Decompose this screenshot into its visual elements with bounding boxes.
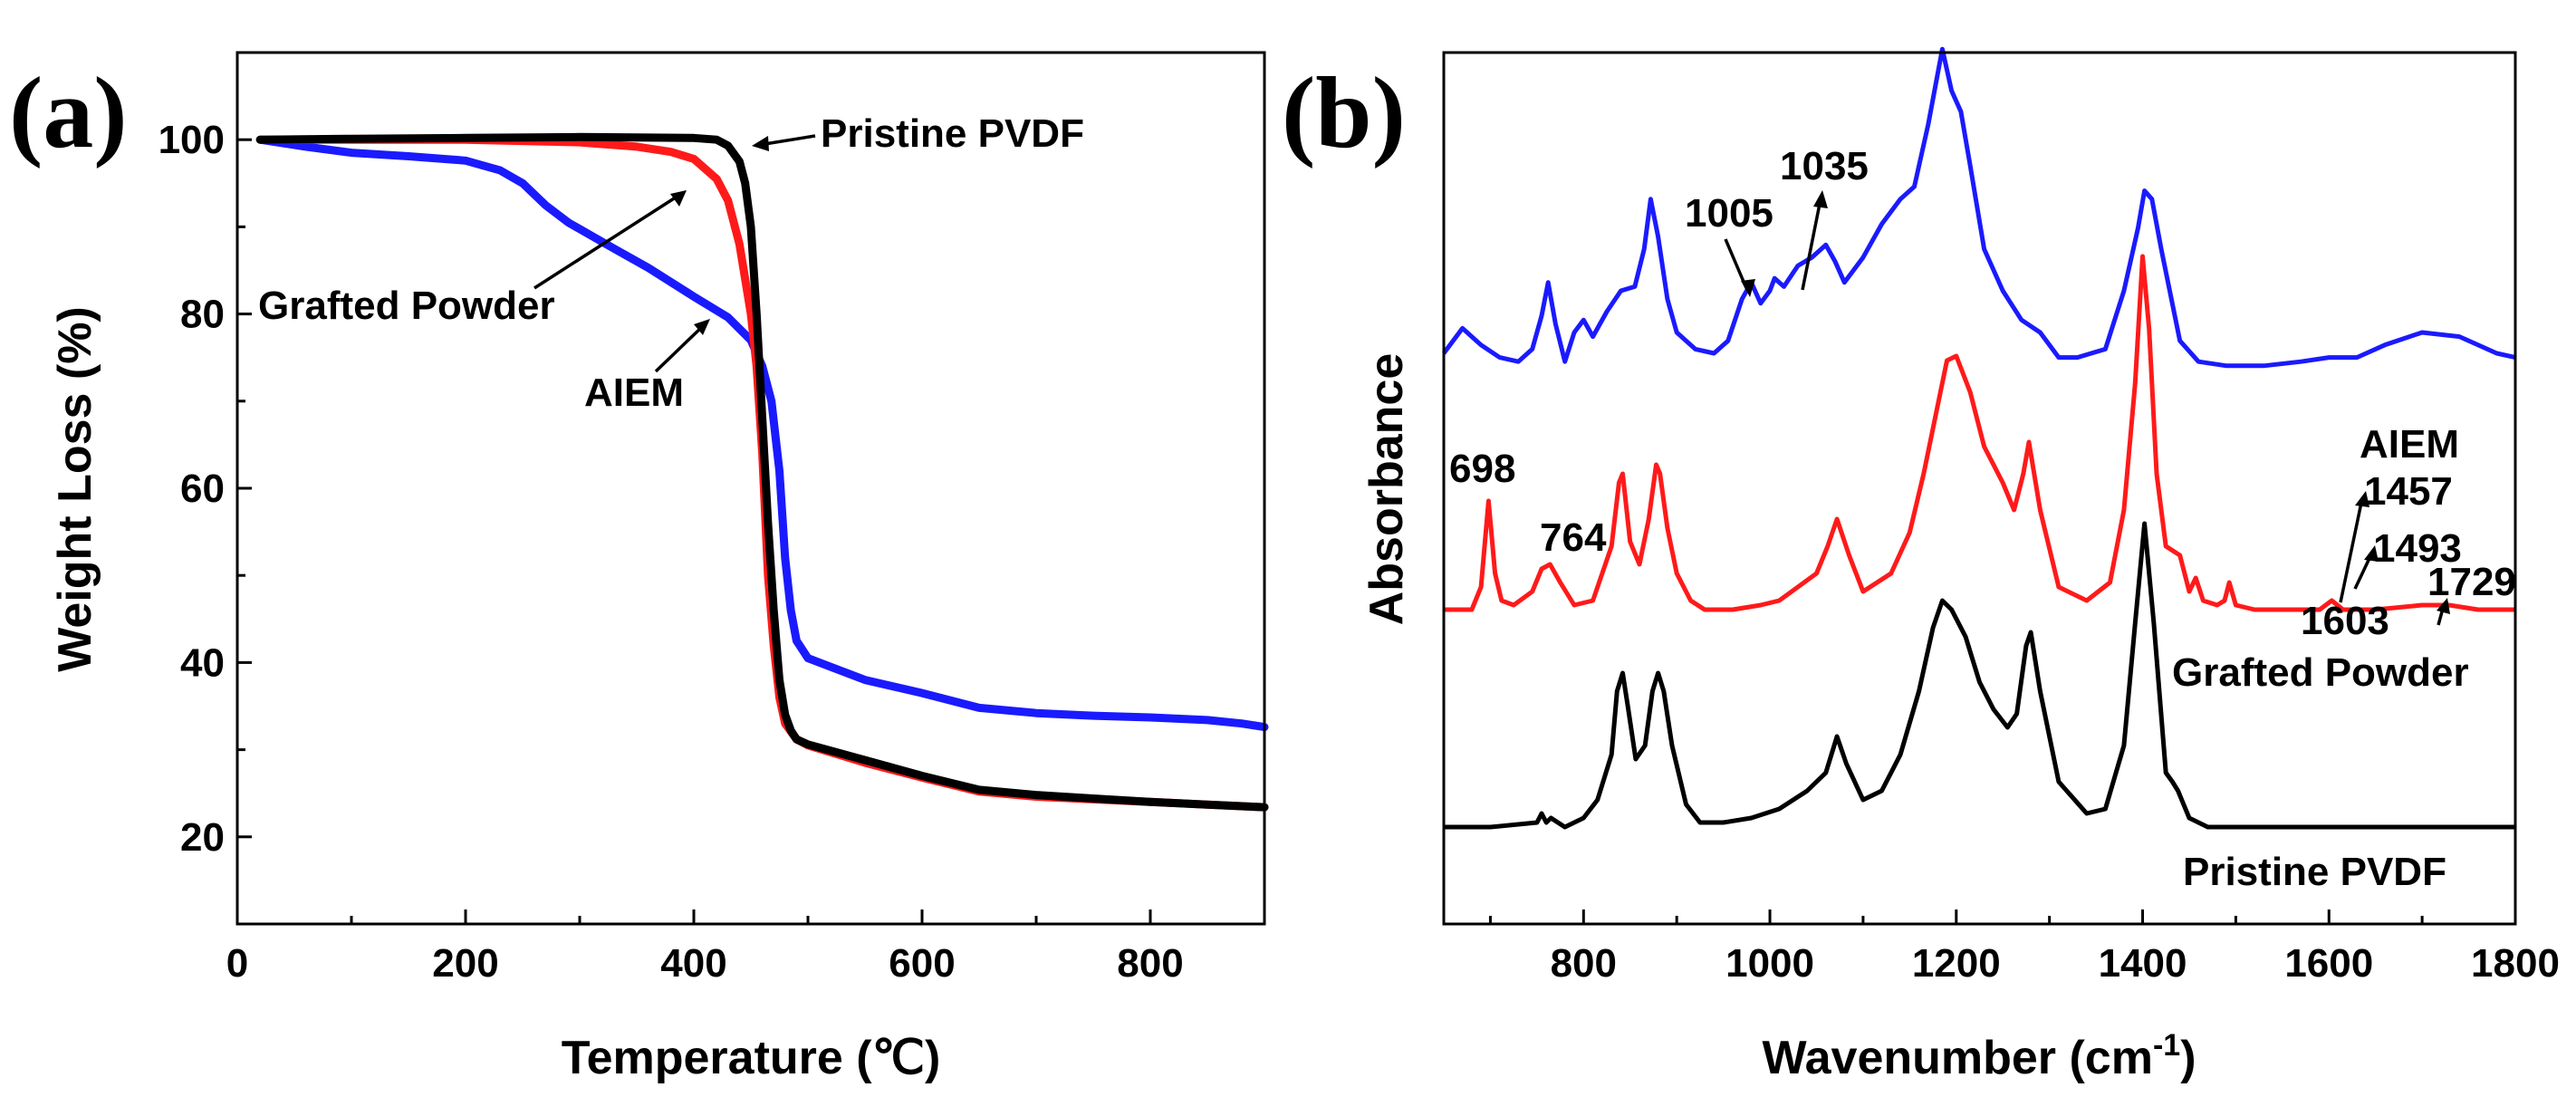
arrowhead-aiem-a	[694, 319, 710, 335]
panel-a-y-ticks: 20 40 60 80 100	[159, 118, 252, 860]
arrow-peak-1035	[1801, 198, 1822, 291]
panel-a-axes-frame	[235, 51, 1266, 926]
arrowhead-peak-1729	[2437, 598, 2450, 614]
label-grafted-powder-b: Grafted Powder	[2172, 650, 2469, 695]
x-tick-label-b-1400: 1400	[2099, 941, 2187, 986]
x-tick-label-a-400: 400	[660, 941, 726, 986]
y-tick-label-a-100: 100	[159, 118, 225, 162]
series-line-aiem-a	[255, 135, 1269, 732]
arrow-grafted-powder-a	[533, 192, 682, 290]
peak-label-764: 764	[1540, 515, 1607, 560]
y-tick-label-a-20: 20	[180, 815, 225, 860]
panel-a-x-ticks: 0 200 400 600 800	[226, 909, 1184, 986]
arrowhead-peak-1457	[2355, 491, 2369, 507]
series-line-grafted-powder-b	[1444, 254, 2515, 612]
y-tick-label-a-40: 40	[180, 640, 225, 685]
arrow-peak-1005	[1724, 238, 1748, 289]
peak-label-1005: 1005	[1685, 191, 1773, 236]
arrowhead-peak-1005	[1741, 279, 1755, 297]
x-tick-label-a-800: 800	[1117, 941, 1183, 986]
panel-b-x-axis-title-superscript: -1	[2153, 1028, 2180, 1063]
peak-label-1603: 1603	[2301, 599, 2389, 643]
peak-label-1729: 1729	[2427, 560, 2516, 604]
series-line-aiem-b	[1441, 46, 2516, 369]
x-tick-label-b-1800: 1800	[2471, 941, 2560, 986]
x-tick-label-a-600: 600	[889, 941, 955, 986]
x-tick-label-b-1000: 1000	[1725, 941, 1814, 986]
arrowhead-peak-1493	[2364, 545, 2379, 562]
y-tick-label-a-80: 80	[180, 293, 225, 337]
panel-a-label: (a)	[9, 57, 128, 169]
panel-a-y-axis-title: Weight Loss (%)	[49, 306, 101, 671]
x-tick-label-b-1200: 1200	[1912, 941, 2001, 986]
peak-label-1493: 1493	[2373, 526, 2462, 571]
series-line-pristine-pvdf-a	[255, 132, 1269, 812]
annotation-grafted-powder-a: Grafted Powder	[258, 284, 555, 328]
x-tick-label-a-200: 200	[432, 941, 498, 986]
label-aiem-b: AIEM	[2360, 422, 2459, 467]
arrowhead-pristine-pvdf-a	[752, 136, 769, 151]
panel-b-series	[1441, 46, 2516, 830]
panel-a: (a) 0 200 400 600 800 20 40 60 80 100 Temperatur…	[9, 51, 1269, 1084]
series-line-pristine-pvdf-b	[1444, 521, 2515, 830]
label-pristine-pvdf-b: Pristine PVDF	[2183, 850, 2446, 894]
x-tick-label-b-800: 800	[1551, 941, 1617, 986]
arrow-peak-1457	[2339, 497, 2364, 603]
panel-a-series	[255, 132, 1269, 812]
y-tick-label-a-60: 60	[180, 467, 225, 511]
annotation-pristine-pvdf-a: Pristine PVDF	[821, 111, 1084, 156]
panel-b-y-axis-title: Absorbance	[1360, 353, 1413, 626]
arrowhead-grafted-powder-a	[670, 190, 687, 207]
panel-b-x-axis-title-main: Wavenumber (cm	[1762, 1032, 2153, 1084]
x-tick-label-b-1600: 1600	[2284, 941, 2373, 986]
panel-b-x-ticks: 800 1000 1200 1400 1600 1800	[1488, 909, 2560, 986]
panel-b-axes-frame	[1442, 51, 2517, 926]
x-tick-label-a-0: 0	[226, 941, 248, 986]
peak-label-1457: 1457	[2364, 469, 2453, 514]
panel-b-label: (b)	[1282, 57, 1406, 169]
arrow-aiem-a	[654, 322, 706, 373]
peak-label-1035: 1035	[1780, 144, 1869, 188]
annotation-aiem-a: AIEM	[584, 370, 684, 415]
panel-b-x-axis-title-suffix: )	[2180, 1032, 2196, 1084]
panel-a-x-axis-title: Temperature (℃)	[562, 1032, 941, 1084]
panel-b-x-axis-title: Wavenumber (cm-1)	[1762, 1028, 2196, 1084]
arrowhead-peak-1035	[1813, 190, 1828, 208]
panel-b: (b) 800 1000 1200 1400 1600 1800 Wavenumber (…	[1282, 46, 2560, 1084]
peak-label-698: 698	[1449, 447, 1515, 491]
